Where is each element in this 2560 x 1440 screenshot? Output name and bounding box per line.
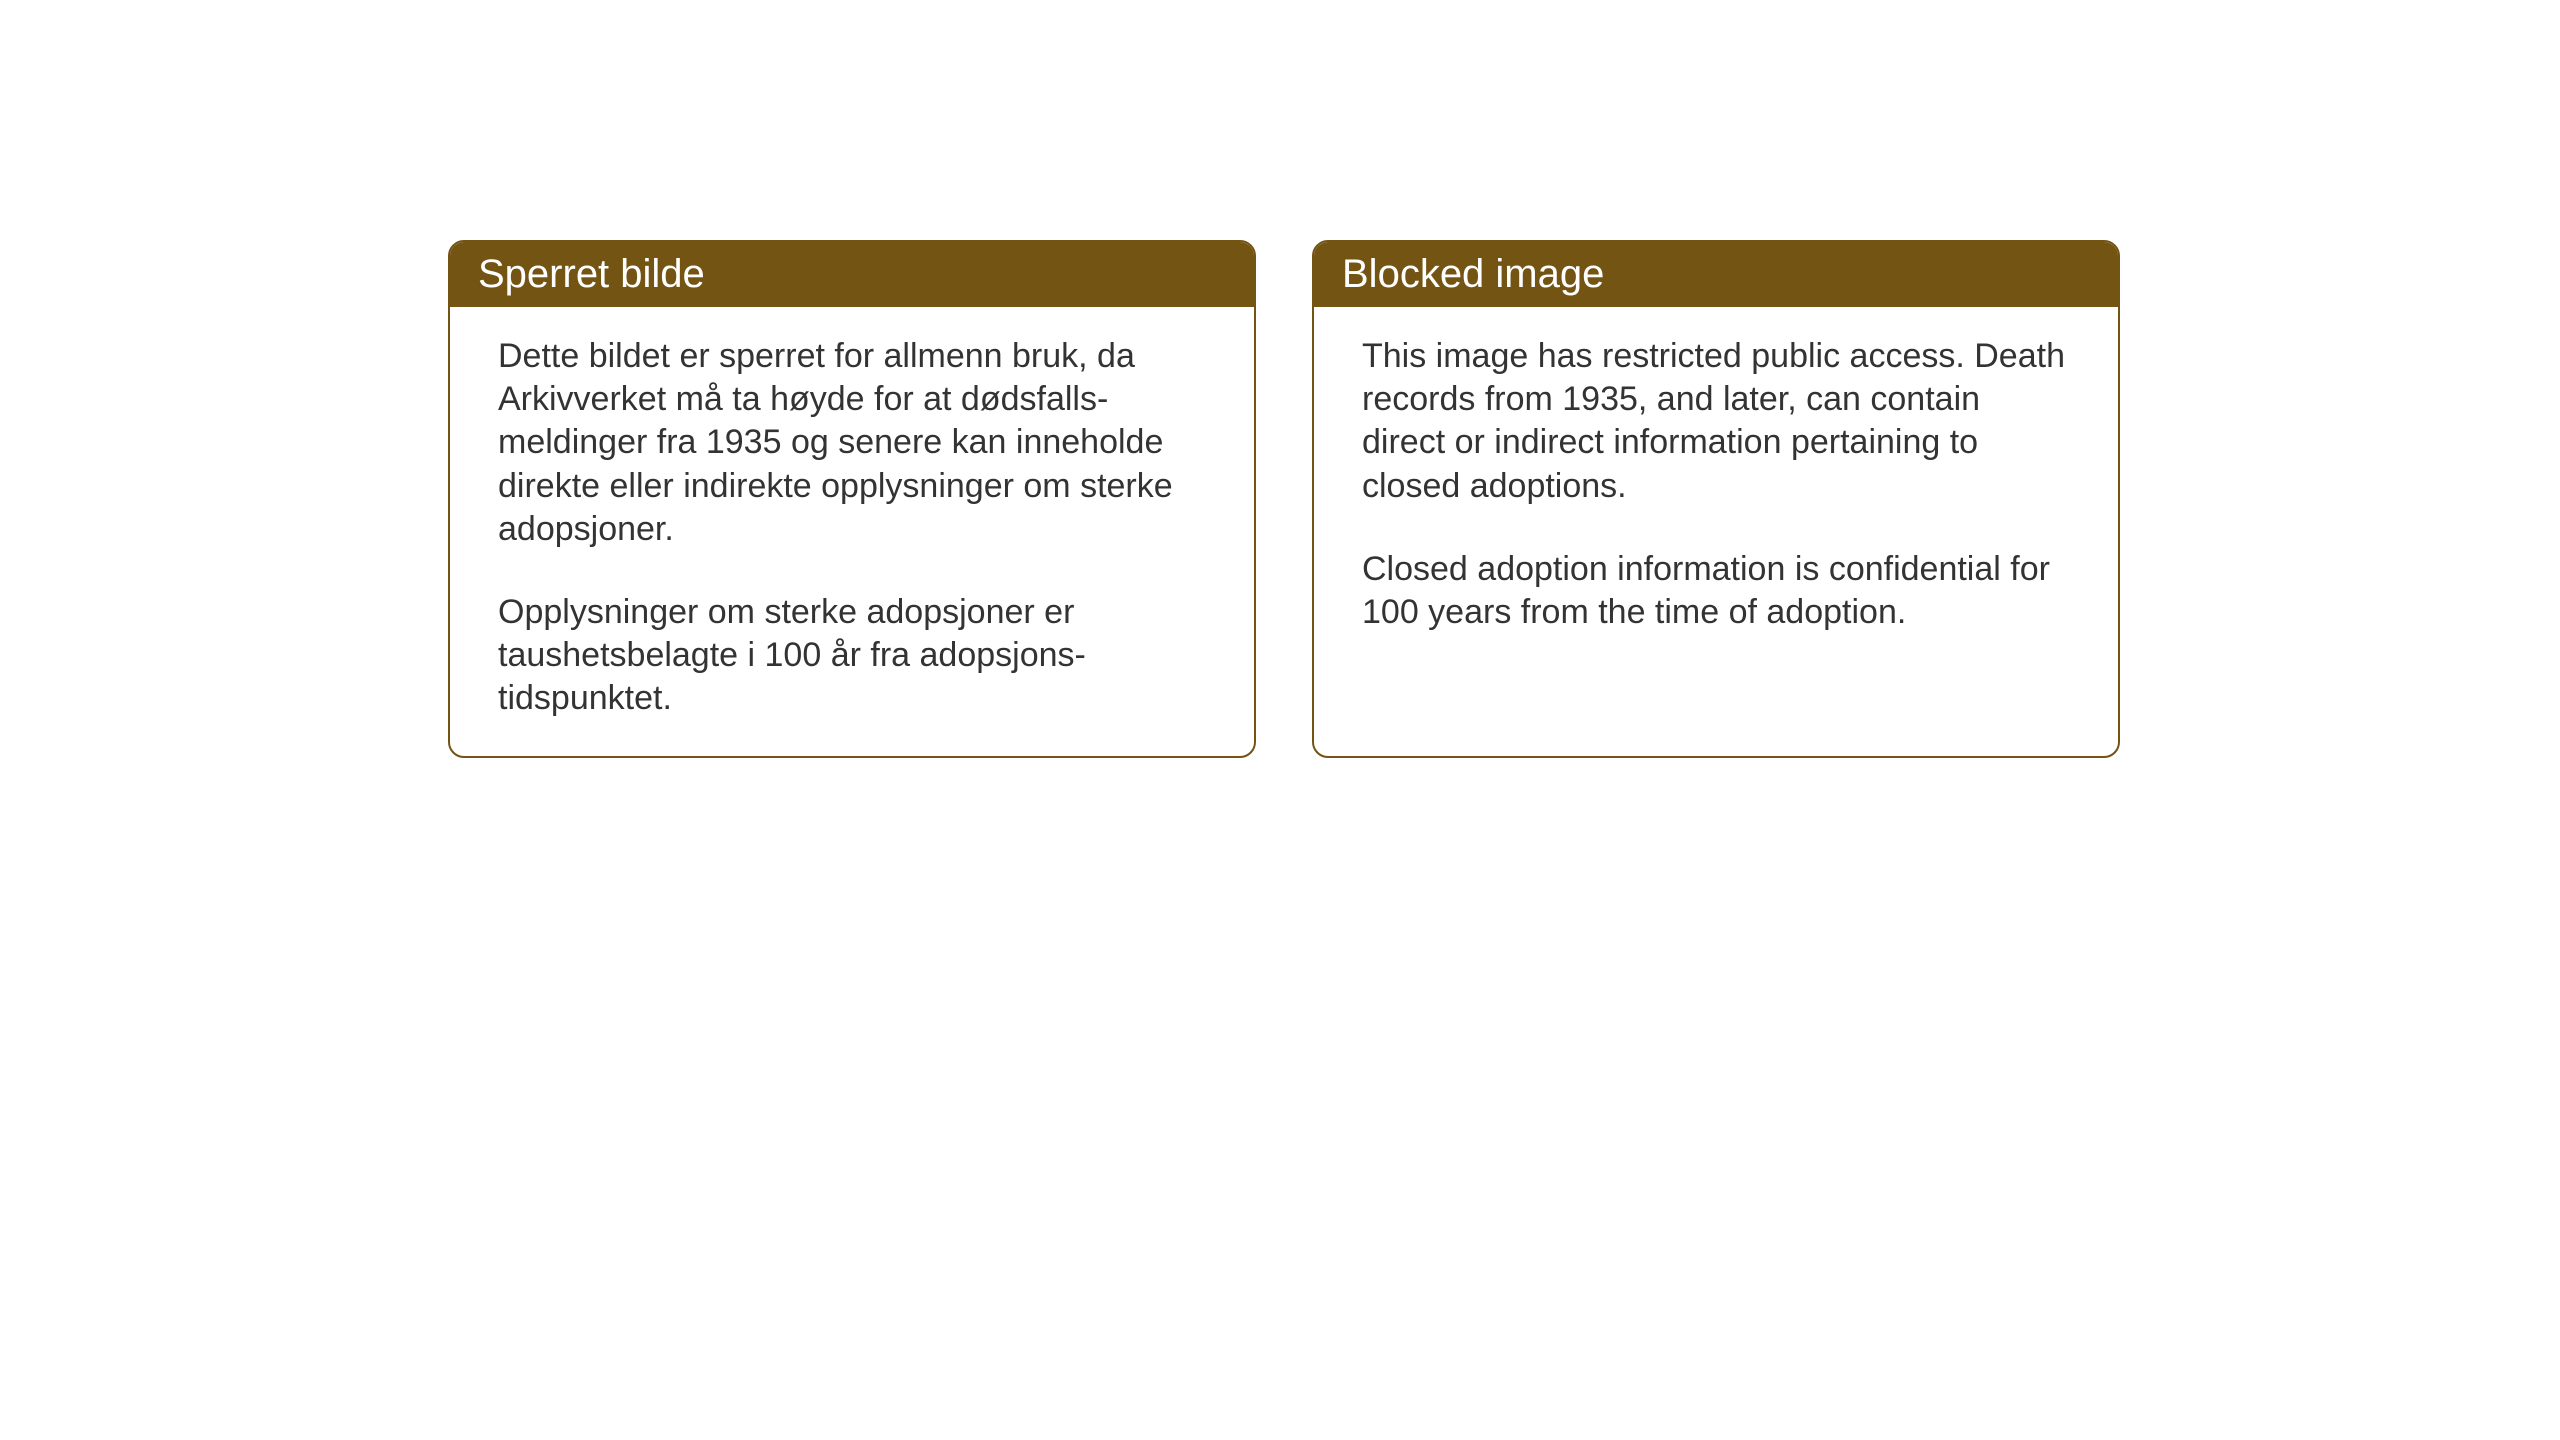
card-english-paragraph1: This image has restricted public access.…	[1362, 335, 2070, 508]
card-norwegian: Sperret bilde Dette bildet er sperret fo…	[448, 240, 1256, 758]
card-english-paragraph2: Closed adoption information is confident…	[1362, 548, 2070, 634]
card-norwegian-paragraph2: Opplysninger om sterke adopsjoner er tau…	[498, 591, 1206, 721]
card-english: Blocked image This image has restricted …	[1312, 240, 2120, 758]
card-english-title: Blocked image	[1342, 252, 1604, 296]
card-norwegian-header: Sperret bilde	[450, 242, 1254, 307]
cards-container: Sperret bilde Dette bildet er sperret fo…	[448, 240, 2120, 758]
card-english-body: This image has restricted public access.…	[1314, 307, 2118, 670]
card-english-header: Blocked image	[1314, 242, 2118, 307]
card-norwegian-title: Sperret bilde	[478, 252, 705, 296]
card-norwegian-body: Dette bildet er sperret for allmenn bruk…	[450, 307, 1254, 756]
card-norwegian-paragraph1: Dette bildet er sperret for allmenn bruk…	[498, 335, 1206, 551]
